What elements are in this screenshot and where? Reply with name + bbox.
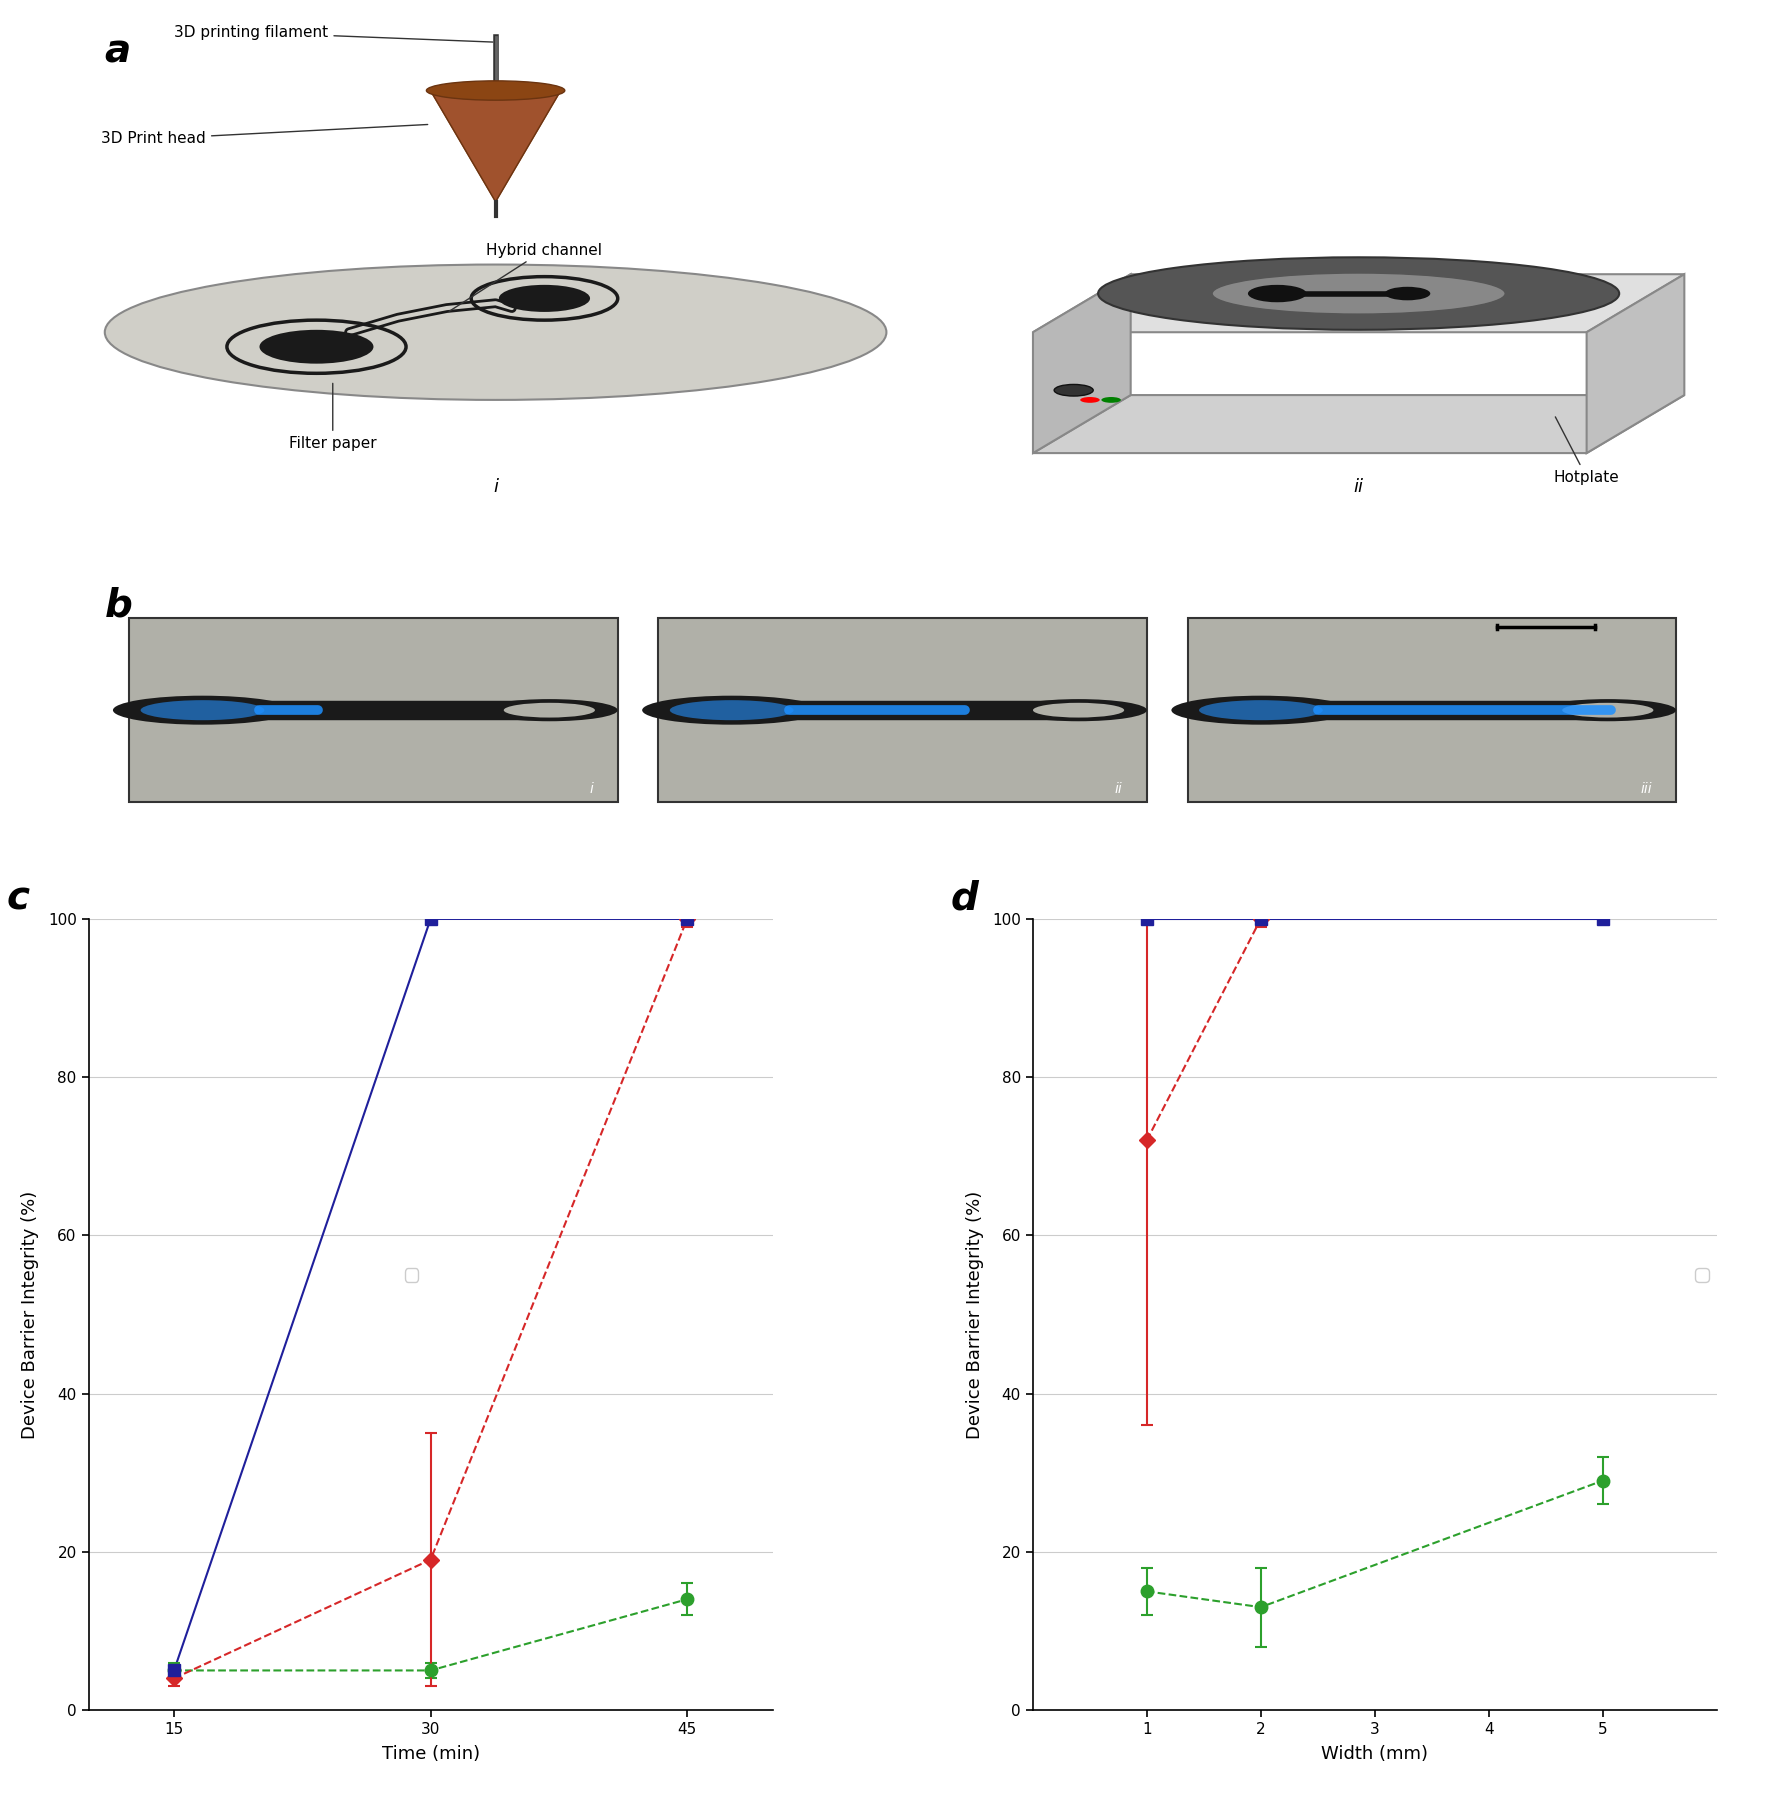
Circle shape (1198, 700, 1322, 720)
Ellipse shape (1212, 274, 1504, 315)
Circle shape (669, 700, 793, 720)
Text: ii: ii (1115, 781, 1122, 796)
Circle shape (1034, 702, 1124, 718)
Circle shape (1384, 286, 1430, 301)
Text: ii: ii (1354, 479, 1363, 497)
Polygon shape (1034, 274, 1131, 454)
Circle shape (499, 284, 589, 311)
Y-axis label: Device Barrier Integrity (%): Device Barrier Integrity (%) (21, 1190, 39, 1438)
Y-axis label: Device Barrier Integrity (%): Device Barrier Integrity (%) (966, 1190, 984, 1438)
FancyBboxPatch shape (129, 617, 618, 803)
Polygon shape (1034, 394, 1685, 454)
Ellipse shape (104, 265, 887, 400)
FancyBboxPatch shape (1188, 617, 1676, 803)
Text: iii: iii (1641, 781, 1651, 796)
Text: a: a (104, 32, 131, 70)
Text: i: i (494, 479, 497, 497)
Text: i: i (589, 781, 593, 796)
Circle shape (1172, 695, 1351, 725)
Text: Hybrid channel: Hybrid channel (450, 243, 602, 311)
Text: b: b (104, 587, 133, 625)
Circle shape (1563, 702, 1653, 718)
Legend:  (405, 1269, 418, 1282)
Circle shape (504, 702, 595, 718)
Text: Filter paper: Filter paper (289, 383, 377, 452)
Circle shape (1248, 284, 1306, 302)
Ellipse shape (427, 81, 565, 101)
Circle shape (643, 695, 821, 725)
Polygon shape (430, 90, 561, 202)
Circle shape (1540, 698, 1676, 722)
X-axis label: Width (mm): Width (mm) (1320, 1746, 1428, 1764)
Text: 3D printing filament: 3D printing filament (173, 25, 492, 41)
Circle shape (140, 700, 264, 720)
Text: d: d (950, 880, 979, 918)
Text: Hotplate: Hotplate (1554, 418, 1620, 484)
Legend:  (1696, 1269, 1708, 1282)
Circle shape (1011, 698, 1147, 722)
Text: 3D Print head: 3D Print head (101, 124, 428, 146)
Circle shape (1055, 385, 1094, 396)
X-axis label: Time (min): Time (min) (382, 1746, 480, 1764)
Circle shape (113, 695, 292, 725)
Circle shape (481, 698, 618, 722)
Circle shape (260, 329, 373, 364)
FancyBboxPatch shape (658, 617, 1147, 803)
Text: c: c (7, 880, 30, 918)
Polygon shape (1034, 274, 1685, 333)
Polygon shape (1586, 274, 1685, 454)
Ellipse shape (1097, 257, 1620, 329)
Circle shape (1101, 398, 1120, 403)
Circle shape (1080, 398, 1099, 403)
